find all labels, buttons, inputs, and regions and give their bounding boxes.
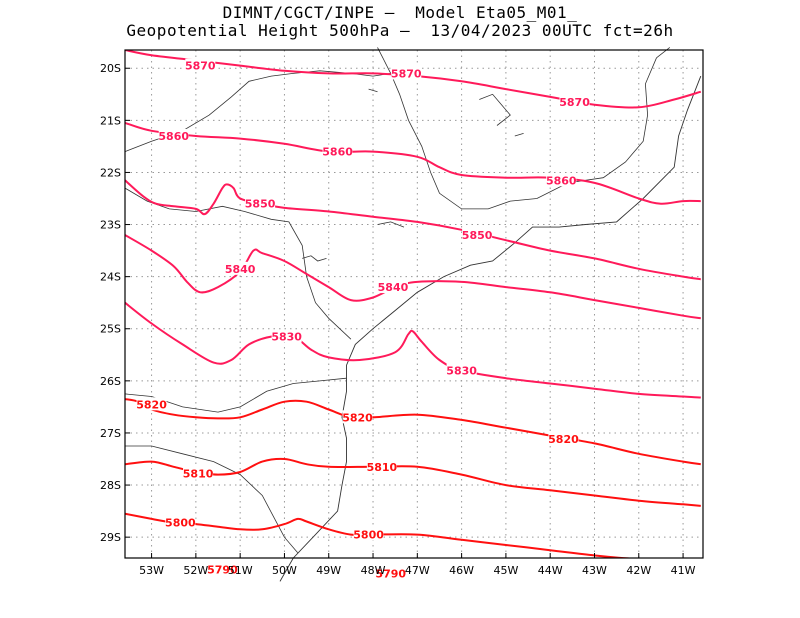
reservoir-outline (377, 221, 405, 228)
lon-tick-label: 50W (272, 564, 297, 577)
state-border (390, 57, 657, 210)
contour-label-bg (559, 95, 590, 109)
contour-label: 5850 (462, 229, 493, 242)
lon-tick-label: 51W (228, 564, 253, 577)
contour-label-bg (207, 562, 238, 576)
political-borders (124, 47, 702, 582)
contour-5860 (125, 121, 701, 205)
contour-label-bg (546, 173, 577, 187)
contour-label-bg (225, 261, 256, 275)
contour-label-bg (375, 566, 406, 580)
chart-title: DIMNT/CGCT/INPE – Model Eta05_M01_ Geopo… (0, 4, 800, 40)
lat-tick-label: 25S (100, 323, 121, 336)
contour-5840 (125, 234, 701, 320)
state-border (656, 47, 671, 59)
contour-label-bg (353, 527, 384, 541)
height-contours (125, 50, 702, 558)
contour-label-bg (391, 66, 422, 80)
contour-label: 5810 (367, 461, 398, 474)
lon-tick-label: 43W (582, 564, 607, 577)
lat-tick-label: 23S (100, 219, 121, 232)
contour-label: 5820 (342, 411, 373, 424)
contour-label-bg (185, 58, 216, 72)
title-line-1: DIMNT/CGCT/INPE – Model Eta05_M01_ (222, 3, 578, 22)
lat-tick-label: 22S (100, 166, 121, 179)
contour-label-bg (366, 459, 397, 473)
title-line-2: Geopotential Height 500hPa – 13/04/2023 … (126, 21, 674, 40)
contour-label-bg (548, 432, 579, 446)
lon-tick-label: 41W (671, 564, 696, 577)
coastline (279, 75, 702, 582)
contour-label-bg (183, 466, 214, 480)
contour-label: 5870 (559, 96, 590, 109)
lat-tick-label: 26S (100, 375, 121, 388)
contour-label: 5790 (375, 568, 406, 581)
reservoir-outline (302, 255, 327, 262)
longitude-axis: 53W 52W 51W 50W 49W 48W 47W 46W 45W 44W 43W 42W 41W (139, 553, 696, 577)
contour-label: 5840 (378, 281, 409, 294)
lat-lon-grid (125, 50, 703, 558)
state-border (377, 47, 392, 74)
contour-5830 (125, 301, 701, 399)
contour-label-bg (158, 128, 189, 142)
contour-label-bg (377, 280, 408, 294)
lon-tick-label: 48W (361, 564, 386, 577)
lat-tick-label: 27S (100, 427, 121, 440)
contour-label: 5820 (548, 433, 579, 446)
lat-tick-label: 21S (100, 114, 121, 127)
contour-label-bg (245, 196, 276, 210)
lon-tick-label: 49W (316, 564, 341, 577)
lon-tick-label: 53W (139, 564, 164, 577)
contour-label: 5830 (446, 364, 477, 377)
contour-5810 (125, 457, 701, 507)
lon-tick-label: 44W (538, 564, 563, 577)
contour-label-bg (322, 144, 353, 158)
contour-label: 5840 (225, 263, 256, 276)
contour-5850 (125, 179, 701, 281)
map-frame (124, 49, 704, 559)
contour-label: 5860 (158, 130, 189, 143)
contour-label: 5850 (245, 198, 276, 211)
contour-labels: 5870 5870 5870 5860 5860 5860 5850 5850 5840 5840… (136, 58, 590, 581)
contour-label: 5800 (353, 529, 384, 542)
lon-tick-label: 42W (626, 564, 651, 577)
lon-tick-label: 45W (493, 564, 518, 577)
contour-5800 (125, 512, 701, 558)
contour-label-bg (165, 515, 196, 529)
lat-tick-label: 29S (100, 531, 121, 544)
contour-label: 5870 (391, 67, 422, 80)
contour-label: 5870 (185, 60, 216, 73)
contour-label: 5800 (165, 517, 196, 530)
state-border (125, 445, 299, 554)
reservoir-outline (514, 133, 524, 137)
state-border (124, 187, 352, 340)
contour-label-bg (446, 363, 477, 377)
latitude-axis: 20S 21S 22S 23S 24S 25S 26S 27S 28S 29S (100, 62, 130, 544)
contour-label: 5790 (207, 563, 238, 576)
contour-label: 5820 (136, 398, 167, 411)
contour-label-bg (136, 397, 167, 411)
contour-label-bg (342, 410, 373, 424)
reservoir-outline (479, 93, 511, 126)
contour-label-bg (462, 227, 493, 241)
contour-label: 5860 (322, 146, 353, 159)
contour-label-bg (271, 329, 302, 343)
lat-tick-label: 24S (100, 271, 121, 284)
contour-5820 (125, 398, 701, 466)
lon-tick-label: 52W (183, 564, 208, 577)
lon-tick-label: 47W (405, 564, 430, 577)
contour-label: 5860 (546, 174, 577, 187)
contour-label: 5830 (271, 331, 302, 344)
contour-label: 5810 (183, 468, 214, 481)
lat-tick-label: 20S (100, 62, 121, 75)
lat-tick-label: 28S (100, 479, 121, 492)
reservoir-outline (368, 88, 378, 93)
lon-tick-label: 46W (449, 564, 474, 577)
